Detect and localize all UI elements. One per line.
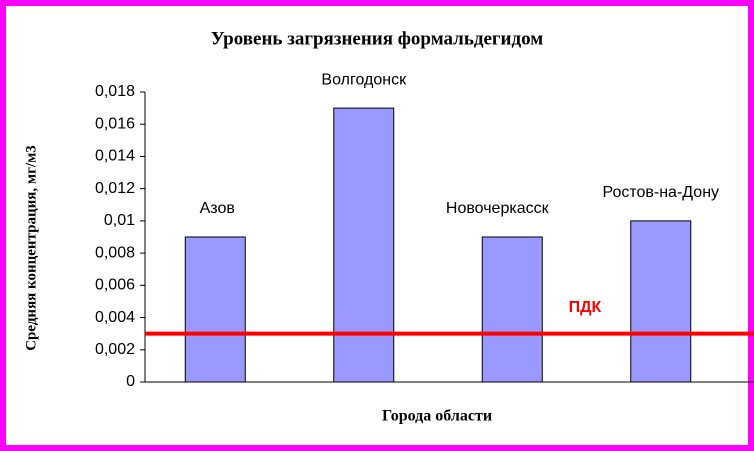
bar-category-label: Ростов-на-Дону xyxy=(602,184,719,201)
bar xyxy=(481,236,543,383)
bar xyxy=(630,220,692,383)
reference-label: ПДК xyxy=(569,299,602,316)
y-tick-label: 0,012 xyxy=(95,180,135,197)
y-tick-label: 0 xyxy=(126,373,135,390)
y-tick-label: 0,014 xyxy=(95,148,135,165)
bar xyxy=(184,236,246,383)
y-tick-label: 0,008 xyxy=(95,244,135,261)
y-tick-label: 0,016 xyxy=(95,115,135,132)
bar xyxy=(333,107,395,383)
bar-category-label: Волгодонск xyxy=(321,71,407,88)
x-axis-label: Города области xyxy=(382,408,492,425)
y-tick-label: 0,01 xyxy=(104,212,135,229)
y-tick-label: 0,018 xyxy=(95,83,135,100)
chart-title: Уровень загрязнения формальдегидом xyxy=(211,28,543,49)
y-axis-label: Средняя концентрация, мг/м3 xyxy=(23,145,39,351)
y-tick-label: 0,002 xyxy=(95,341,135,358)
bar-category-label: Азов xyxy=(200,200,235,217)
bar-category-label: Новочеркасск xyxy=(446,200,550,217)
y-tick-label: 0,006 xyxy=(95,277,135,294)
y-tick-label: 0,004 xyxy=(95,309,135,326)
